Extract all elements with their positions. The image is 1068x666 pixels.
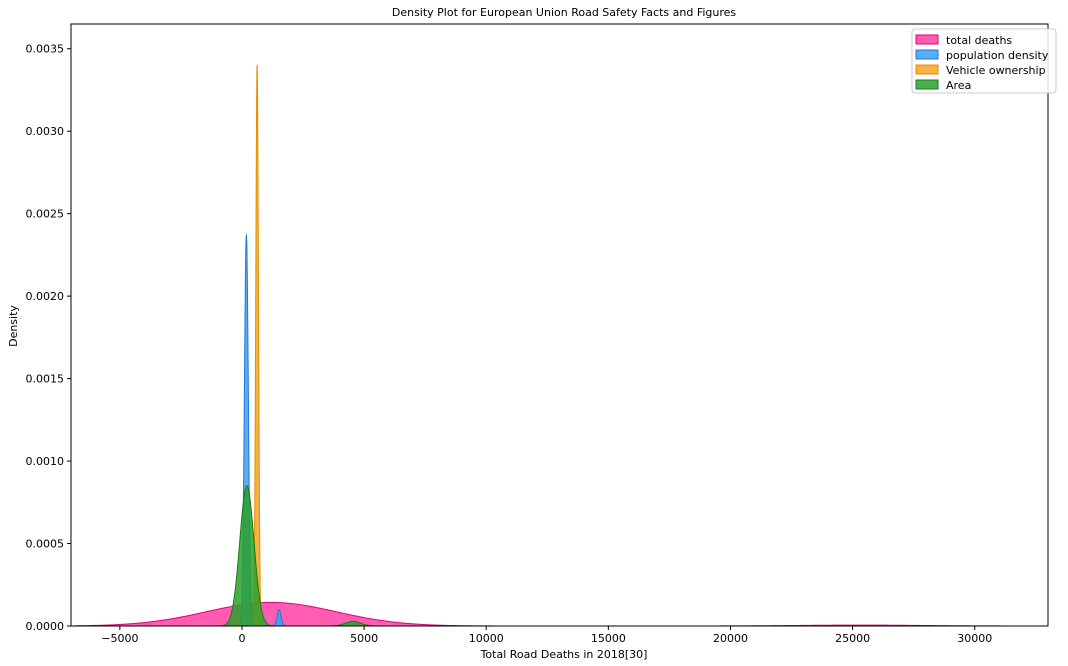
legend-swatch (915, 49, 939, 60)
legend-label: total deaths (946, 34, 1012, 47)
y-tick-label: 0.0005 (26, 538, 65, 551)
legend-box (911, 28, 1057, 94)
legend-label: population density (946, 49, 1049, 62)
legend-swatch (915, 34, 939, 45)
chart-title: Density Plot for European Union Road Saf… (392, 6, 737, 19)
x-tick-label: 10000 (469, 632, 504, 645)
legend-label: Vehicle ownership (946, 64, 1046, 77)
x-tick-label: 30000 (957, 632, 992, 645)
y-tick-label: 0.0000 (26, 620, 65, 633)
x-tick-label: 0 (238, 632, 245, 645)
series-layer (75, 63, 1029, 627)
y-tick-label: 0.0020 (26, 290, 65, 303)
x-tick-label: 5000 (350, 632, 378, 645)
y-tick-label: 0.0010 (26, 455, 65, 468)
x-tick-label: 20000 (713, 632, 748, 645)
y-tick-label: 0.0015 (26, 373, 65, 386)
legend-swatch (915, 79, 939, 90)
y-tick-label: 0.0025 (26, 208, 65, 221)
legend: total deaths population density Vehicle ow… (911, 28, 1057, 94)
plot-frame (70, 23, 1049, 627)
x-tick-label: 25000 (835, 632, 870, 645)
y-tick-label: 0.0030 (26, 125, 65, 138)
x-tick-label: −5000 (101, 632, 138, 645)
axes-layer: −5000 0 5000 10000 15000 20000 25000 30000 0.000… (26, 23, 1049, 645)
y-tick-label: 0.0035 (26, 43, 65, 56)
y-axis-label: Density (7, 305, 20, 347)
legend-swatch (915, 64, 939, 75)
legend-label: Area (946, 79, 971, 92)
x-tick-label: 15000 (591, 632, 626, 645)
density-area-0 (75, 601, 1029, 627)
x-axis-label: Total Road Deaths in 2018[30] (480, 648, 648, 661)
